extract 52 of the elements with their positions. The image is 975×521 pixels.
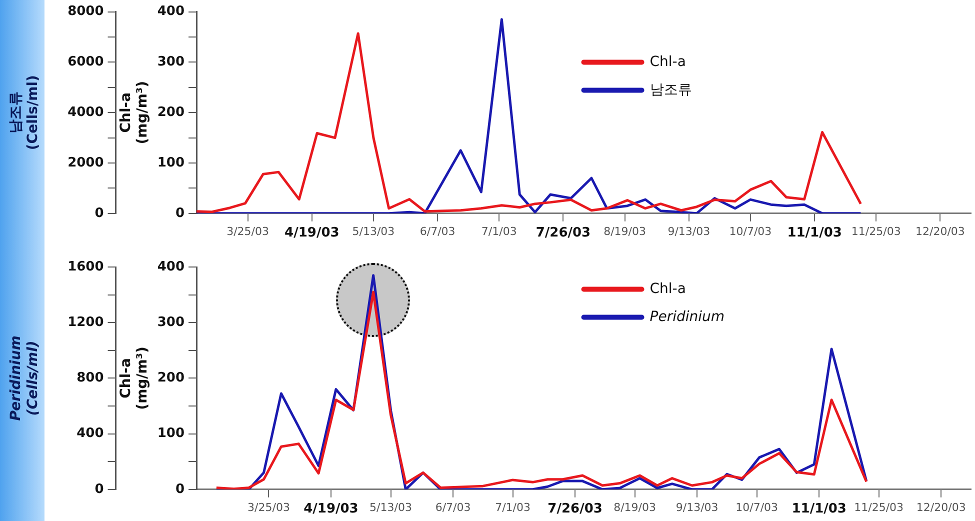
y2-tick-label: 1600 [68,259,104,274]
y-tick-label: 400 [157,4,185,20]
x-tick-label: 10/7/03 [736,500,778,514]
x-tick-label: 7/1/03 [495,500,530,514]
y2-tick-label: 800 [76,370,104,386]
y-axis-title: Chl-a (mg/m³) [118,346,151,410]
x-tick-label: 11/25/03 [851,224,901,238]
x-tick-label: 3/25/03 [226,224,270,238]
y-tick-label: 300 [157,314,185,330]
x-tick-label: 4/19/03 [284,226,340,241]
x-tick-label: 7/26/03 [536,226,591,241]
legend-label: Peridinium [650,308,725,325]
x-tick-label: 8/19/03 [604,224,646,238]
x-tick-label: 3/25/03 [248,500,290,514]
x-tick-label: 4/19/03 [304,502,358,517]
x-tick-label: 12/20/03 [916,500,966,514]
x-tick-label: 11/25/03 [854,500,904,514]
x-tick-label: 12/20/03 [916,224,965,238]
y2-tick-label: 8000 [68,4,104,20]
y-tick-label: 100 [157,155,185,170]
x-tick-label: 10/7/03 [729,224,772,238]
x-tick-label: 9/13/03 [668,224,710,238]
x-tick-label: 6/7/03 [435,500,471,514]
y2-tick-label: 6000 [68,54,104,70]
y2-tick-label: 400 [76,426,104,442]
legend-label: 남조류 [650,82,692,98]
x-tick-label: 5/13/03 [352,224,395,238]
x-tick-label: 11/1/03 [787,226,842,241]
y2-tick-label: 0 [94,206,104,221]
x-tick-label: 6/7/03 [420,224,456,238]
x-tick-label: 11/1/03 [792,502,846,517]
y2-axis-title: 남조류 (Cells/ml) [8,75,41,150]
y-axis-title: Chl-a (mg/m³) [118,80,151,144]
y2-tick-label: 1200 [68,314,104,330]
legend-label: Chl-a [650,280,686,297]
y2-tick-label: 0 [94,482,104,497]
x-tick-label: 9/13/03 [676,500,718,514]
y-tick-label: 100 [157,426,185,442]
y-tick-label: 200 [157,370,185,386]
x-tick-label: 8/19/03 [614,500,656,514]
y-tick-label: 400 [157,259,185,274]
x-tick-label: 7/26/03 [548,502,602,517]
y-tick-label: 300 [157,54,185,70]
x-tick-label: 7/1/03 [481,224,517,238]
y2-tick-label: 2000 [68,155,104,170]
legend-label: Chl-a [650,54,686,70]
y2-axis-title: Peridinium (Cells/ml) [8,336,41,421]
y-tick-label: 200 [157,104,185,120]
y-tick-label: 0 [175,482,185,497]
y-tick-label: 0 [175,206,185,221]
x-tick-label: 5/13/03 [370,500,412,514]
y2-tick-label: 4000 [68,104,104,120]
